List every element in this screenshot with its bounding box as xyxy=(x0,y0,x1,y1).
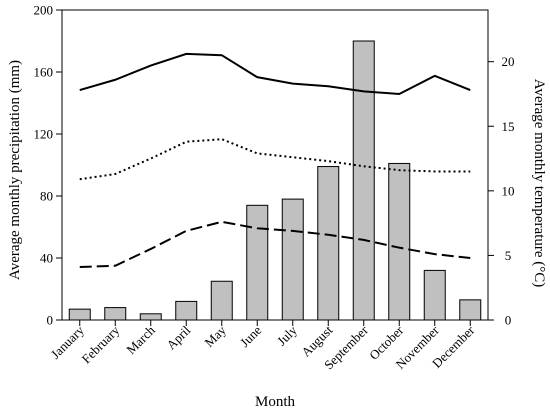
left-y-axis: 0 40 80 120 160 200 xyxy=(34,3,62,328)
x-tick-label: March xyxy=(123,322,158,357)
right-y-tick-label: 5 xyxy=(505,248,512,263)
precipitation-bar xyxy=(317,166,340,321)
x-tick-label: July xyxy=(274,322,300,348)
left-axis-title: Average monthly precipitation (mm) xyxy=(7,60,23,280)
left-y-tick-label: 160 xyxy=(34,65,54,80)
right-axis-title: Average monthly temperature (°C) xyxy=(531,79,547,288)
precipitation-bar xyxy=(68,308,91,321)
temperature-line-solid xyxy=(79,52,471,95)
left-y-tick-label: 80 xyxy=(40,189,53,204)
left-y-tick-label: 40 xyxy=(40,251,53,266)
right-y-tick-label: 0 xyxy=(505,313,512,328)
right-y-axis: 0 5 10 15 20 xyxy=(488,54,515,328)
temperature-line-dashed xyxy=(79,220,471,269)
precipitation-bar xyxy=(246,204,269,321)
x-axis-title: Month xyxy=(255,394,296,410)
precipitation-bar xyxy=(175,300,198,321)
precipitation-bar xyxy=(281,198,304,321)
right-y-tick-label: 20 xyxy=(502,54,515,69)
x-tick-label: May xyxy=(201,322,229,350)
precipitation-bar xyxy=(210,280,233,321)
left-y-tick-label: 120 xyxy=(34,127,54,142)
right-y-tick-label: 10 xyxy=(502,183,515,198)
precipitation-bars xyxy=(68,40,482,321)
left-y-tick-label: 200 xyxy=(34,3,54,18)
right-y-tick-label: 15 xyxy=(502,119,515,134)
precipitation-bar xyxy=(104,307,127,321)
x-tick-label: February xyxy=(79,322,123,366)
plot-frame xyxy=(61,9,489,321)
precipitation-bar xyxy=(352,40,375,321)
x-tick-label: June xyxy=(237,322,265,350)
precipitation-bar xyxy=(423,269,446,321)
precipitation-bar xyxy=(139,313,162,321)
left-y-tick-label: 0 xyxy=(47,313,54,328)
precipitation-bar xyxy=(459,299,482,321)
temperature-line-dotted xyxy=(79,138,471,181)
temperature-lines xyxy=(79,52,471,269)
x-tick-label: April xyxy=(163,322,193,352)
precipitation-bar xyxy=(388,162,411,321)
